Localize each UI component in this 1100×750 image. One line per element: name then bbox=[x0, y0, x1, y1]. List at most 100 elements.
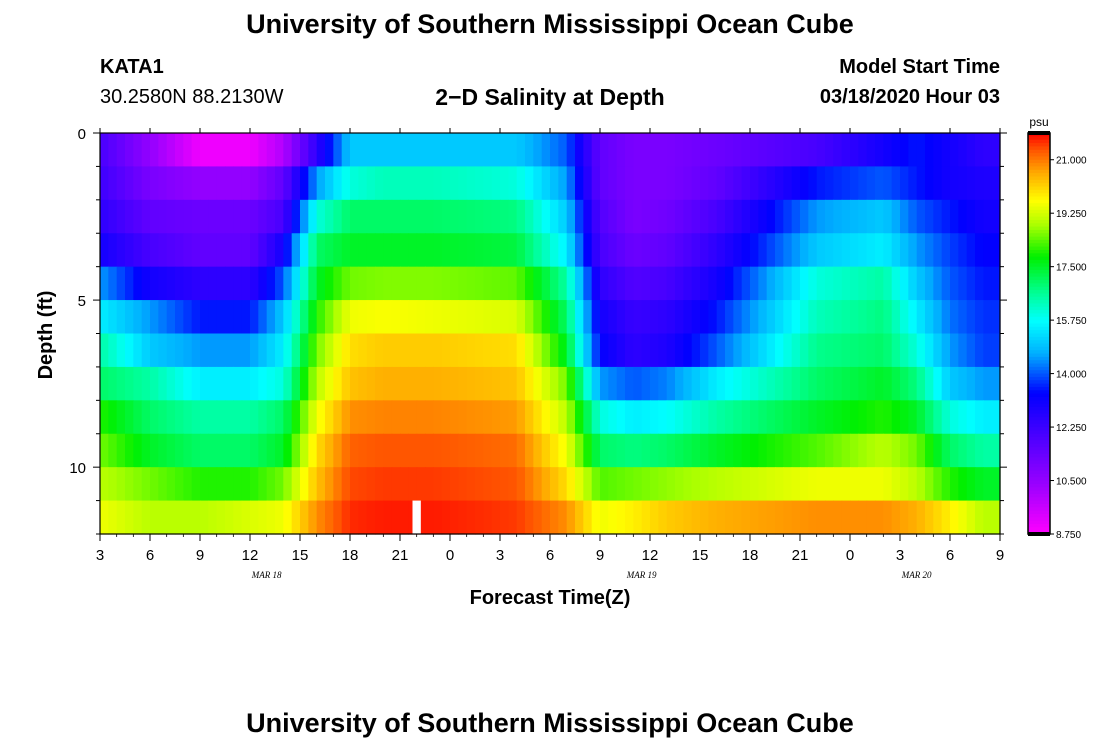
heatmap-cell bbox=[800, 133, 809, 168]
heatmap-cell bbox=[375, 300, 384, 335]
heatmap-cell bbox=[308, 400, 318, 435]
heatmap-cell bbox=[508, 166, 518, 201]
colorbar-segment bbox=[1028, 460, 1050, 465]
heatmap-cell bbox=[750, 166, 759, 201]
heatmap-cell bbox=[975, 400, 984, 435]
heatmap-cell bbox=[250, 433, 259, 468]
heatmap-cell bbox=[741, 266, 751, 301]
heatmap-cell bbox=[625, 133, 634, 168]
heatmap-cell bbox=[858, 400, 868, 435]
heatmap-cell bbox=[183, 433, 193, 468]
heatmap-cell bbox=[466, 333, 476, 368]
heatmap-cell bbox=[283, 233, 293, 268]
heatmap-cell bbox=[608, 199, 618, 234]
heatmap-cell bbox=[391, 300, 401, 335]
heatmap-cell bbox=[658, 333, 668, 368]
colorbar-segment bbox=[1028, 380, 1050, 385]
heatmap-cell bbox=[683, 400, 693, 435]
colorbar-segment bbox=[1028, 500, 1050, 505]
heatmap-cell bbox=[566, 233, 576, 268]
heatmap-cell bbox=[358, 266, 368, 301]
heatmap-cell bbox=[825, 199, 834, 234]
heatmap-cell bbox=[925, 366, 934, 401]
heatmap-cell bbox=[725, 133, 734, 168]
heatmap-cell bbox=[966, 333, 976, 368]
heatmap-cell bbox=[983, 467, 993, 502]
heatmap-cell bbox=[583, 366, 593, 401]
heatmap-cell bbox=[750, 366, 759, 401]
heatmap-cell bbox=[591, 467, 601, 502]
heatmap-cell bbox=[441, 166, 451, 201]
heatmap-cell bbox=[933, 400, 943, 435]
heatmap-cell bbox=[775, 199, 784, 234]
heatmap-cell bbox=[858, 133, 868, 168]
heatmap-cell bbox=[516, 199, 526, 234]
heatmap-cell bbox=[350, 300, 359, 335]
heatmap-cell bbox=[133, 266, 143, 301]
heatmap-cell bbox=[358, 166, 368, 201]
heatmap-cell bbox=[333, 500, 343, 535]
heatmap-cell bbox=[591, 266, 601, 301]
heatmap-cell bbox=[425, 433, 434, 468]
heatmap-cell bbox=[441, 433, 451, 468]
colorbar-segment bbox=[1028, 266, 1050, 271]
heatmap-cell bbox=[700, 333, 709, 368]
heatmap-cell bbox=[675, 467, 684, 502]
heatmap-cell bbox=[450, 199, 459, 234]
colorbar-segment bbox=[1028, 310, 1050, 315]
heatmap-cell bbox=[241, 467, 251, 502]
heatmap-cell bbox=[400, 400, 409, 435]
colorbar-segment bbox=[1028, 513, 1050, 518]
heatmap-cell bbox=[800, 400, 809, 435]
colorbar-segment bbox=[1028, 330, 1050, 335]
heatmap-cell bbox=[725, 166, 734, 201]
heatmap-cell bbox=[725, 199, 734, 234]
heatmap-cell bbox=[566, 300, 576, 335]
heatmap-cell bbox=[183, 467, 193, 502]
heatmap-cell bbox=[683, 366, 693, 401]
heatmap-cell bbox=[400, 199, 409, 234]
heatmap-cell bbox=[533, 366, 543, 401]
colorbar-segment bbox=[1028, 430, 1050, 435]
colorbar-segment bbox=[1028, 480, 1050, 485]
heatmap-cell bbox=[366, 333, 376, 368]
heatmap-cell bbox=[125, 233, 134, 268]
heatmap-cell bbox=[383, 366, 393, 401]
colorbar-segment bbox=[1028, 356, 1050, 361]
heatmap-cell bbox=[158, 467, 168, 502]
heatmap-cell bbox=[766, 366, 776, 401]
heatmap-cell bbox=[825, 133, 834, 168]
heatmap-cell bbox=[575, 366, 584, 401]
heatmap-cell bbox=[550, 199, 559, 234]
heatmap-cell bbox=[366, 166, 376, 201]
heatmap-cell bbox=[875, 366, 884, 401]
colorbar-segment bbox=[1028, 159, 1050, 164]
heatmap-cell bbox=[558, 467, 568, 502]
heatmap-cell bbox=[216, 199, 226, 234]
heatmap-cell bbox=[125, 266, 134, 301]
heatmap-cell bbox=[691, 400, 701, 435]
heatmap-cell bbox=[425, 199, 434, 234]
heatmap-cell bbox=[716, 199, 726, 234]
heatmap-cell bbox=[641, 300, 651, 335]
heatmap-cell bbox=[991, 467, 1001, 502]
heatmap-cell bbox=[833, 433, 843, 468]
heatmap-cell bbox=[208, 166, 218, 201]
heatmap-cell bbox=[491, 199, 501, 234]
heatmap-cell bbox=[350, 133, 359, 168]
heatmap-cell bbox=[866, 400, 876, 435]
heatmap-cell bbox=[383, 400, 393, 435]
heatmap-cell bbox=[841, 266, 851, 301]
heatmap-cell bbox=[241, 133, 251, 168]
heatmap-cell bbox=[708, 500, 718, 535]
heatmap-cell bbox=[266, 233, 276, 268]
heatmap-cell bbox=[108, 133, 118, 168]
heatmap-cell bbox=[408, 133, 418, 168]
heatmap-cell bbox=[366, 467, 376, 502]
colorbar-segment bbox=[1028, 396, 1050, 401]
heatmap-cell bbox=[958, 500, 968, 535]
heatmap-cell bbox=[883, 133, 893, 168]
heatmap-cell bbox=[908, 400, 918, 435]
heatmap-cell bbox=[733, 333, 743, 368]
heatmap-cell bbox=[825, 500, 834, 535]
